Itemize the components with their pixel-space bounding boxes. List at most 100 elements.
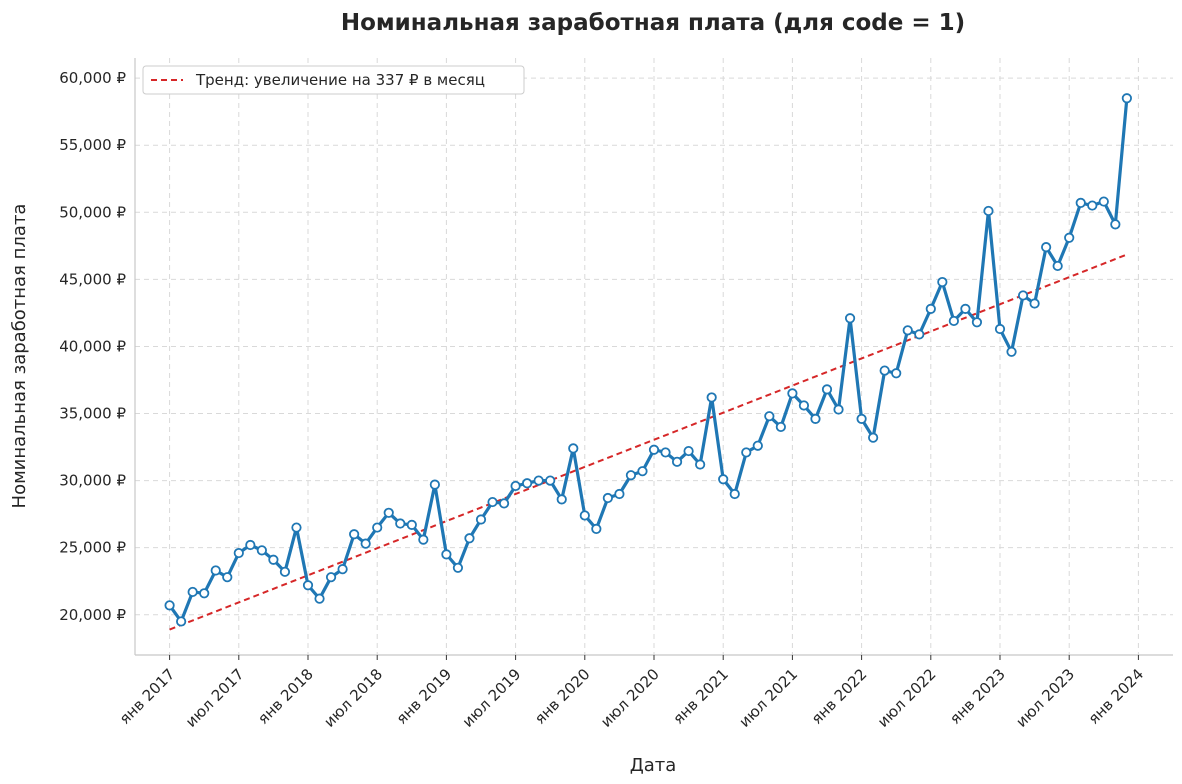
- data-point: [729, 488, 740, 500]
- data-point: [914, 329, 925, 340]
- x-tick-label: июл 2022: [874, 665, 940, 731]
- data-point: [314, 593, 325, 604]
- y-axis-label: Номинальная заработная плата: [9, 204, 30, 509]
- y-tick-label: 25,000 ₽: [59, 539, 126, 557]
- data-point: [752, 440, 763, 451]
- data-point: [1064, 232, 1075, 243]
- y-tick-label: 20,000 ₽: [59, 606, 126, 624]
- data-point: [568, 443, 579, 454]
- data-point: [821, 384, 833, 395]
- x-tick-label: янв 2022: [808, 665, 871, 728]
- x-tick-label: янв 2018: [254, 665, 317, 728]
- data-point: [199, 588, 210, 599]
- salary-series-line: [168, 98, 1129, 624]
- data-point: [775, 421, 786, 433]
- data-point: [268, 554, 279, 565]
- data-point: [810, 413, 821, 424]
- chart-title: Номинальная заработная плата (для code =…: [341, 10, 965, 36]
- data-point: [994, 323, 1006, 335]
- x-tick-label: июл 2018: [320, 665, 386, 731]
- data-point: [844, 313, 856, 324]
- data-point: [787, 388, 798, 399]
- series-layer: [164, 93, 1132, 631]
- y-tick-label: 60,000 ₽: [59, 69, 126, 87]
- data-point: [510, 480, 521, 492]
- data-point: [337, 564, 348, 575]
- data-point: [960, 303, 971, 314]
- data-point: [325, 572, 337, 583]
- data-point: [498, 498, 510, 509]
- data-point: [279, 566, 291, 577]
- data-point: [406, 519, 417, 530]
- data-point: [579, 510, 590, 521]
- data-point: [971, 317, 983, 328]
- data-point: [418, 534, 429, 545]
- data-point: [1052, 260, 1063, 272]
- x-tick-label: июл 2019: [459, 665, 525, 731]
- data-point: [210, 565, 221, 576]
- data-point: [222, 572, 233, 583]
- legend-trend-label: Тренд: увеличение на 337 ₽ в месяц: [195, 71, 485, 89]
- data-point: [1098, 196, 1109, 207]
- data-point: [798, 400, 810, 411]
- data-point: [1110, 219, 1121, 230]
- data-point: [383, 507, 394, 518]
- y-tick-label: 55,000 ₽: [59, 136, 126, 154]
- data-point: [1075, 197, 1086, 208]
- legend-box: [142, 65, 525, 95]
- y-tick-label: 35,000 ₽: [59, 405, 126, 423]
- data-point: [856, 413, 867, 424]
- data-point: [718, 474, 729, 485]
- data-point: [522, 478, 533, 489]
- data-point: [187, 586, 198, 598]
- grid-layer: [135, 58, 1173, 655]
- data-point: [695, 459, 706, 470]
- x-tick-labels: янв 2017 июл 2017 янв 2018 июл 2018 янв 2019…: [116, 655, 1147, 731]
- data-point: [291, 522, 302, 533]
- y-tick-label: 30,000 ₽: [59, 472, 126, 490]
- data-point: [660, 447, 671, 458]
- data-point: [1006, 346, 1017, 357]
- y-tick-labels: 20,000 ₽ 25,000 ₽ 30,000 ₽ 35,000 ₽ 40,000 ₽…: [59, 69, 126, 624]
- x-tick-label: июл 2023: [1012, 665, 1078, 731]
- data-point: [683, 445, 694, 457]
- data-point: [233, 547, 244, 559]
- data-point: [372, 522, 383, 533]
- data-point: [556, 494, 567, 505]
- x-tick-label: янв 2020: [531, 665, 594, 728]
- x-tick-label: июл 2021: [736, 665, 802, 731]
- data-point: [176, 616, 187, 627]
- data-point: [1087, 200, 1098, 211]
- data-point: [983, 205, 994, 217]
- y-tick-label: 50,000 ₽: [59, 203, 126, 221]
- data-point: [441, 549, 452, 560]
- data-point: [937, 276, 948, 288]
- x-tick-label: янв 2021: [669, 665, 732, 728]
- data-point: [879, 365, 890, 376]
- x-tick-label: июл 2020: [597, 665, 663, 731]
- data-point: [902, 325, 913, 336]
- data-point: [395, 518, 406, 529]
- trend-line: [169, 253, 1128, 631]
- data-point: [360, 538, 371, 549]
- data-point: [764, 411, 775, 422]
- x-tick-label: янв 2024: [1085, 665, 1148, 728]
- data-point: [1121, 93, 1132, 104]
- data-point: [1029, 298, 1040, 309]
- data-point: [591, 523, 602, 534]
- x-axis-label: Дата: [630, 755, 677, 776]
- data-point: [637, 466, 648, 477]
- data-point: [429, 479, 440, 490]
- data-point: [868, 432, 879, 443]
- data-point: [245, 539, 256, 551]
- data-point: [833, 404, 844, 415]
- data-point: [1017, 290, 1029, 301]
- data-point: [925, 303, 936, 314]
- data-point: [625, 470, 637, 481]
- data-point: [349, 529, 360, 540]
- x-tick-label: янв 2019: [393, 665, 456, 728]
- x-tick-label: июл 2017: [182, 665, 248, 731]
- data-point: [452, 562, 464, 573]
- legend: Тренд: увеличение на 337 ₽ в месяц: [142, 65, 525, 95]
